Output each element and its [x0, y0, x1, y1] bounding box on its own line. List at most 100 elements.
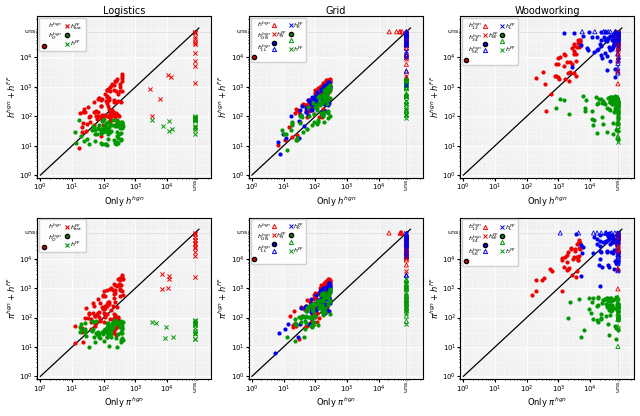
- Point: [100, 292, 110, 299]
- Point: [147, 113, 157, 120]
- Point: [401, 262, 412, 268]
- Point: [612, 29, 623, 36]
- Point: [303, 112, 313, 119]
- Point: [318, 106, 328, 112]
- Point: [312, 117, 323, 124]
- Point: [95, 114, 106, 121]
- Point: [317, 302, 328, 308]
- Point: [101, 141, 111, 148]
- Point: [289, 316, 300, 323]
- Point: [109, 287, 120, 293]
- Point: [102, 319, 112, 326]
- Point: [401, 248, 412, 255]
- Point: [316, 297, 326, 304]
- Point: [401, 42, 412, 48]
- Point: [321, 295, 331, 302]
- Point: [401, 112, 412, 119]
- Point: [93, 109, 103, 116]
- Point: [319, 84, 330, 90]
- Point: [401, 238, 412, 245]
- Point: [314, 100, 324, 106]
- Point: [86, 315, 97, 322]
- Point: [610, 323, 620, 329]
- Point: [612, 69, 623, 76]
- Point: [307, 107, 317, 114]
- Point: [316, 93, 326, 99]
- Point: [612, 236, 623, 243]
- Point: [321, 85, 332, 92]
- Point: [310, 312, 321, 319]
- Point: [606, 305, 616, 312]
- Point: [81, 128, 92, 134]
- Point: [612, 39, 623, 45]
- Point: [612, 97, 623, 104]
- Point: [401, 244, 412, 251]
- Point: [401, 239, 412, 246]
- Point: [318, 95, 328, 102]
- Point: [116, 118, 127, 125]
- Point: [321, 284, 331, 291]
- Point: [612, 35, 623, 41]
- Point: [321, 294, 331, 300]
- Point: [314, 300, 324, 306]
- Point: [109, 137, 119, 144]
- Point: [312, 92, 323, 99]
- Legend: $h^{hgn}$, $h^{hgn}_{GN}$, $h^{hgn}_{LL}$, , , $h^{FF}_{N}$, , , $h^{FF}_{K}$, ,: $h^{hgn}$, $h^{hgn}_{GN}$, $h^{hgn}_{LL}…: [251, 18, 307, 62]
- Point: [545, 266, 556, 272]
- Point: [190, 130, 200, 137]
- Point: [401, 75, 412, 82]
- Point: [604, 106, 614, 112]
- Point: [319, 87, 330, 94]
- Point: [401, 31, 412, 38]
- Point: [297, 114, 307, 120]
- Point: [317, 95, 327, 102]
- Point: [575, 240, 586, 247]
- Point: [310, 290, 321, 296]
- Point: [612, 300, 623, 307]
- Point: [111, 324, 122, 331]
- Point: [104, 342, 115, 349]
- Point: [102, 113, 112, 119]
- Point: [401, 298, 412, 305]
- Point: [612, 99, 623, 106]
- Point: [94, 95, 104, 102]
- Point: [79, 106, 89, 112]
- Point: [105, 316, 115, 323]
- Point: [319, 87, 330, 94]
- Point: [401, 34, 412, 41]
- Point: [596, 249, 606, 256]
- Point: [574, 237, 584, 244]
- Point: [576, 42, 586, 49]
- Point: [301, 312, 311, 319]
- Point: [609, 42, 619, 49]
- Point: [321, 101, 331, 107]
- Point: [317, 87, 328, 94]
- Point: [291, 105, 301, 112]
- Point: [111, 332, 122, 339]
- Point: [302, 303, 312, 310]
- Point: [612, 97, 623, 104]
- Point: [318, 294, 328, 301]
- Point: [320, 108, 330, 115]
- Point: [190, 327, 200, 334]
- Point: [321, 92, 332, 99]
- Point: [612, 232, 623, 238]
- Point: [71, 139, 81, 146]
- Point: [319, 83, 330, 89]
- Point: [102, 303, 112, 310]
- Point: [573, 256, 583, 263]
- Point: [324, 86, 334, 93]
- Point: [106, 325, 116, 332]
- Point: [109, 96, 119, 103]
- Point: [324, 276, 334, 282]
- Point: [612, 99, 623, 106]
- Point: [321, 86, 332, 92]
- Point: [611, 106, 621, 113]
- Point: [324, 86, 335, 93]
- Point: [595, 41, 605, 47]
- Point: [598, 120, 608, 127]
- Point: [609, 109, 620, 115]
- Point: [541, 108, 552, 114]
- Point: [190, 116, 200, 123]
- Point: [324, 83, 335, 90]
